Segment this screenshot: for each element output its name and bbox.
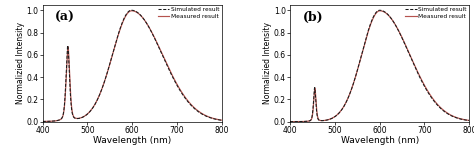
Simulated result: [49, 120, 55, 122]
Simulated result: [181, 95, 187, 97]
Measured result: [219, 119, 225, 121]
Line: Measured result: Measured result: [290, 11, 469, 122]
Simulated result: [214, 119, 219, 120]
Simulated result: [374, 10, 380, 12]
Measured result: [296, 121, 302, 122]
Simulated result: [466, 120, 472, 122]
Simulated result: [461, 119, 467, 121]
Simulated result: [377, 9, 383, 11]
Measured result: [370, 19, 375, 21]
Simulated result: [287, 121, 293, 123]
Y-axis label: Normalizied Intensity: Normalizied Intensity: [16, 22, 25, 104]
Simulated result: [127, 10, 133, 12]
Text: (b): (b): [302, 11, 323, 24]
Y-axis label: Normalizied Intensity: Normalizied Intensity: [264, 22, 273, 104]
Legend: Simulated result, Measured result: Simulated result, Measured result: [157, 6, 220, 19]
Measured result: [129, 10, 135, 12]
Simulated result: [122, 15, 128, 17]
Simulated result: [296, 121, 302, 122]
Text: (a): (a): [55, 11, 75, 24]
Simulated result: [214, 119, 219, 120]
Line: Measured result: Measured result: [43, 11, 222, 122]
Measured result: [466, 119, 472, 121]
X-axis label: Wavelength (nm): Wavelength (nm): [93, 136, 172, 145]
Simulated result: [428, 96, 434, 98]
Measured result: [428, 95, 434, 97]
Measured result: [122, 16, 128, 18]
Line: Simulated result: Simulated result: [43, 10, 222, 122]
Simulated result: [219, 119, 225, 121]
Measured result: [181, 95, 187, 96]
Measured result: [374, 11, 380, 13]
Measured result: [461, 119, 467, 121]
Simulated result: [40, 121, 46, 122]
Measured result: [127, 10, 133, 12]
Measured result: [214, 118, 219, 120]
Simulated result: [128, 9, 134, 11]
X-axis label: Wavelength (nm): Wavelength (nm): [340, 136, 419, 145]
Measured result: [49, 120, 55, 122]
Simulated result: [370, 18, 375, 20]
Measured result: [40, 121, 46, 122]
Measured result: [287, 121, 293, 123]
Measured result: [461, 119, 467, 121]
Legend: Simulated result, Measured result: Simulated result, Measured result: [404, 6, 467, 19]
Line: Simulated result: Simulated result: [290, 10, 469, 122]
Measured result: [214, 118, 219, 120]
Measured result: [377, 10, 383, 12]
Simulated result: [461, 119, 467, 121]
